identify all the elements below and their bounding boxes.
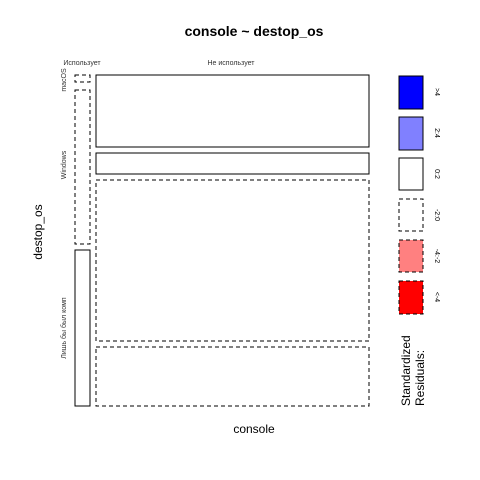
legend-label-2: 0:2 xyxy=(433,169,440,179)
legend-label-0: >4 xyxy=(433,88,440,96)
mosaic-tile-5 xyxy=(95,179,370,342)
mosaic-tile-3 xyxy=(95,152,370,175)
legend-swatch-5 xyxy=(398,280,424,315)
legend-swatch-0 xyxy=(398,75,424,110)
legend-label-5: <-4 xyxy=(433,292,440,302)
legend: >4 2:4 0:2 -2:0 -4:-2 <-4 Standardized R… xyxy=(398,75,440,406)
x-level-label-1: Не использует xyxy=(208,60,256,67)
y-axis-label: destop_os xyxy=(31,204,45,259)
y-level-label-2: Лишь бы был комп xyxy=(60,297,68,359)
legend-swatch-2 xyxy=(398,157,424,191)
y-level-label-1: Windows xyxy=(61,150,68,179)
chart-title: console ~ destop_os xyxy=(185,23,324,39)
x-level-label-0: Использует xyxy=(63,60,101,67)
legend-swatch-3 xyxy=(398,198,424,232)
y-level-label-0: macOS xyxy=(61,68,68,92)
legend-swatch-4 xyxy=(398,239,424,273)
legend-title-line-1: Standardized xyxy=(399,335,413,406)
mosaic-tile-0 xyxy=(74,74,91,83)
legend-label-3: -2:0 xyxy=(433,209,440,221)
legend-label-4: -4:-2 xyxy=(433,249,440,264)
mosaic-tile-2 xyxy=(74,89,91,245)
legend-label-1: 2:4 xyxy=(433,128,440,138)
mosaic-tile-extra xyxy=(95,346,370,407)
mosaic-tile-4 xyxy=(74,249,91,407)
legend-title-line-2: Residuals: xyxy=(413,350,427,406)
x-axis-label: console xyxy=(233,422,275,436)
legend-swatch-1 xyxy=(398,116,424,151)
mosaic-tile-1 xyxy=(95,74,370,148)
